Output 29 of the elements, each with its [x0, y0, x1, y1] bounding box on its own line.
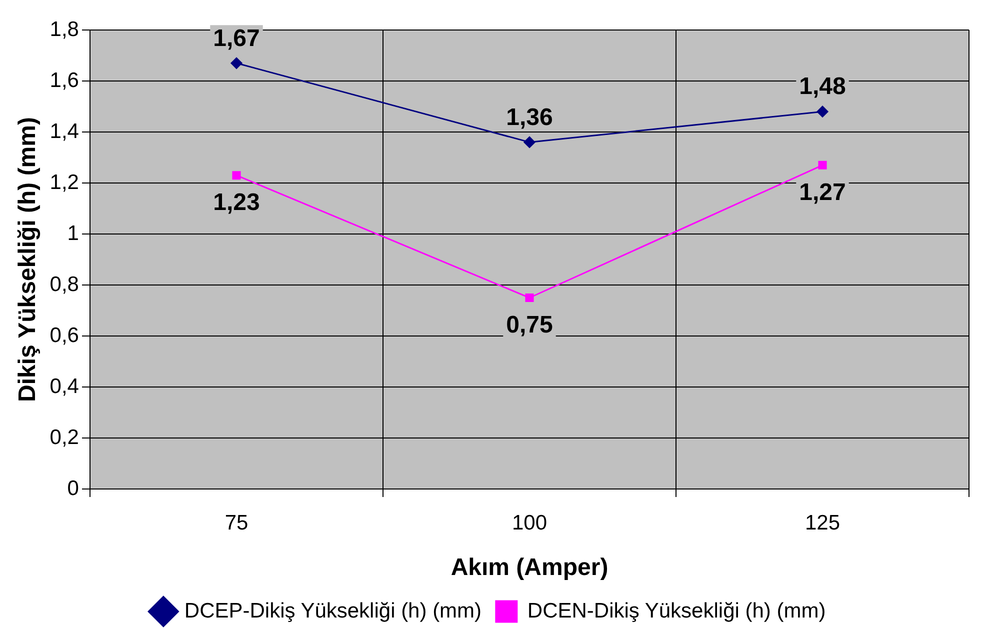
- point: [230, 57, 242, 69]
- point: [818, 160, 827, 170]
- x-tick-label: 75: [224, 511, 248, 534]
- y-tick-label: 1,8: [50, 18, 79, 41]
- data-label: 1,36: [506, 104, 553, 131]
- y-tick-label: 0: [67, 476, 79, 500]
- y-tick-label: 1: [67, 222, 79, 245]
- data-label: 0,75: [506, 311, 553, 338]
- y-tick-label: 1,6: [50, 68, 79, 92]
- y-axis-title: Dikiş Yüksekliği (h) (mm): [14, 117, 42, 402]
- point: [816, 106, 828, 118]
- point: [525, 293, 534, 302]
- legend-label: DCEN-Dikiş Yüksekliği (h) (mm): [527, 599, 826, 622]
- point: [524, 136, 536, 148]
- y-tick-label: 0,8: [50, 272, 79, 296]
- y-tick-label: 0,2: [50, 426, 79, 449]
- x-tick-label: 125: [804, 511, 840, 534]
- data-label: 1,48: [799, 73, 846, 100]
- legend-label: DCEP-Dikiş Yüksekliği (h) (mm): [184, 599, 482, 622]
- point: [232, 171, 241, 180]
- data-label: 1,67: [213, 24, 260, 52]
- x-tick-label: 100: [512, 511, 548, 534]
- data-label: 1,27: [799, 178, 846, 206]
- y-tick-label: 1,4: [50, 120, 80, 143]
- x-axis-title: Akım (Amper): [450, 554, 608, 582]
- y-tick-label: 0,4: [50, 374, 80, 398]
- data-label: 1,23: [213, 188, 260, 216]
- y-tick-label: 1,2: [50, 170, 79, 194]
- y-tick-label: 0,6: [50, 324, 79, 347]
